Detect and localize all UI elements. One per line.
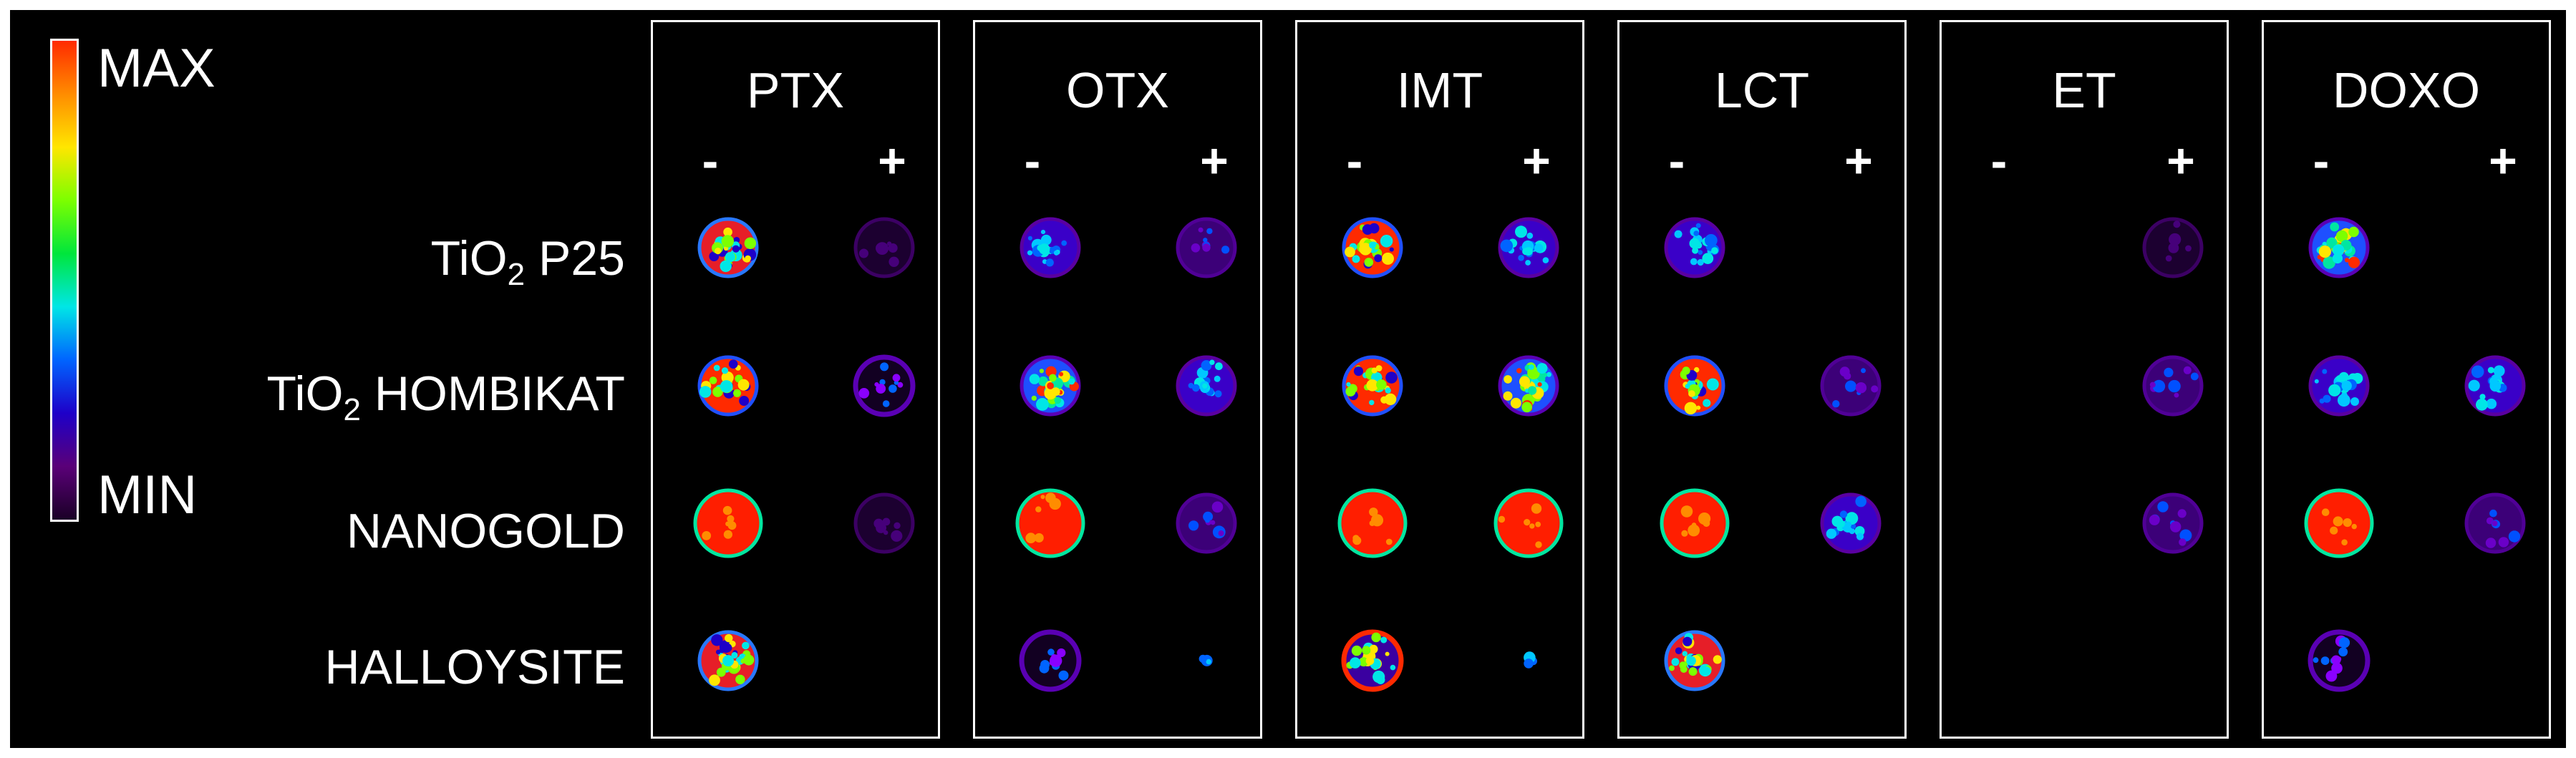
spot-ring xyxy=(1019,629,1082,692)
spot-dot xyxy=(1199,654,1213,666)
spot-blue xyxy=(1820,492,1882,554)
panel-title: PTX xyxy=(746,62,845,118)
panel-imt: IMT - + xyxy=(1295,20,1584,739)
spot-red xyxy=(1660,488,1730,558)
spot-redring xyxy=(1341,629,1404,692)
spot-blue xyxy=(1020,217,1081,278)
panel-title: LCT xyxy=(1714,62,1810,118)
spot-violet xyxy=(2142,492,2204,554)
row-label-halloysite: HALLOYSITE xyxy=(324,640,626,694)
spot-grid xyxy=(2304,217,2526,692)
spot-redblue xyxy=(1342,217,1403,278)
spot-violet xyxy=(1820,355,1882,417)
plus-column-label: + xyxy=(2489,134,2517,188)
spot-blue xyxy=(2464,355,2526,417)
spot-blue xyxy=(1498,217,1559,278)
spot-ring xyxy=(2308,629,2371,692)
spot-red xyxy=(2304,488,2374,558)
color-scale-bar xyxy=(50,39,79,522)
spot-faint xyxy=(853,492,915,554)
spot-red xyxy=(1493,488,1564,558)
spot-grid xyxy=(2142,217,2204,554)
spot-mixed xyxy=(697,630,759,691)
spot-faint xyxy=(853,217,915,278)
panel-lct: LCT - + xyxy=(1617,20,1907,739)
spot-blue xyxy=(2308,355,2370,417)
spot-red xyxy=(1015,488,1085,558)
spot-greenmix xyxy=(2308,217,2370,278)
minus-column-label: - xyxy=(1346,134,1363,188)
row-label-tio2-p25: TiO2 P25 xyxy=(430,231,625,292)
minus-column-label: - xyxy=(1024,134,1041,188)
panel-doxo: DOXO - + xyxy=(2262,20,2551,739)
color-scale-min-label: MIN xyxy=(97,465,198,525)
minus-column-label: - xyxy=(1668,134,1685,188)
panel-otx: OTX - + xyxy=(973,20,1262,739)
minus-column-label: - xyxy=(1990,134,2008,188)
spot-grid xyxy=(1337,217,1564,692)
spot-mixed xyxy=(1664,630,1725,691)
color-scale-max-label: MAX xyxy=(97,38,216,99)
panel-et: ET - + xyxy=(1940,20,2229,739)
spot-redblue xyxy=(697,355,759,417)
spot-blue xyxy=(1664,217,1725,278)
spot-greenmix xyxy=(1498,355,1559,417)
plus-column-label: + xyxy=(2166,134,2195,188)
panel-title: DOXO xyxy=(2332,62,2481,118)
spot-mixed xyxy=(697,217,759,278)
panel-title: ET xyxy=(2052,62,2116,118)
spot-faint xyxy=(2142,217,2204,278)
spot-blue xyxy=(1176,355,1237,417)
spot-greenmix xyxy=(1020,355,1081,417)
plus-column-label: + xyxy=(1200,134,1229,188)
spot-redblue xyxy=(1342,355,1403,417)
spot-violet xyxy=(2142,355,2204,417)
panel-title: IMT xyxy=(1396,62,1483,118)
spot-grid xyxy=(1015,217,1237,692)
plus-column-label: + xyxy=(878,134,906,188)
plus-column-label: + xyxy=(1844,134,1873,188)
spot-grid xyxy=(693,217,916,691)
spot-ring xyxy=(853,354,916,417)
minus-column-label: - xyxy=(702,134,719,188)
spot-redblue xyxy=(1664,355,1725,417)
figure: MAX MIN TiO2 P25 TiO2 HOMBIKAT NANOGOLD … xyxy=(10,10,2566,748)
spot-grid xyxy=(1660,217,1882,691)
spot-violet xyxy=(2464,492,2526,554)
spot-violet xyxy=(1176,217,1237,278)
spot-red xyxy=(693,488,763,558)
minus-column-label: - xyxy=(2313,134,2330,188)
spot-red xyxy=(1337,488,1408,558)
panel-ptx: PTX - + xyxy=(651,20,940,739)
spot-violet xyxy=(1176,492,1237,554)
row-label-tio2-hombikat: TiO2 HOMBIKAT xyxy=(266,366,626,427)
plus-column-label: + xyxy=(1522,134,1551,188)
panel-title: OTX xyxy=(1066,62,1169,118)
spot-dot xyxy=(1524,651,1537,669)
row-label-nanogold: NANOGOLD xyxy=(346,504,625,558)
